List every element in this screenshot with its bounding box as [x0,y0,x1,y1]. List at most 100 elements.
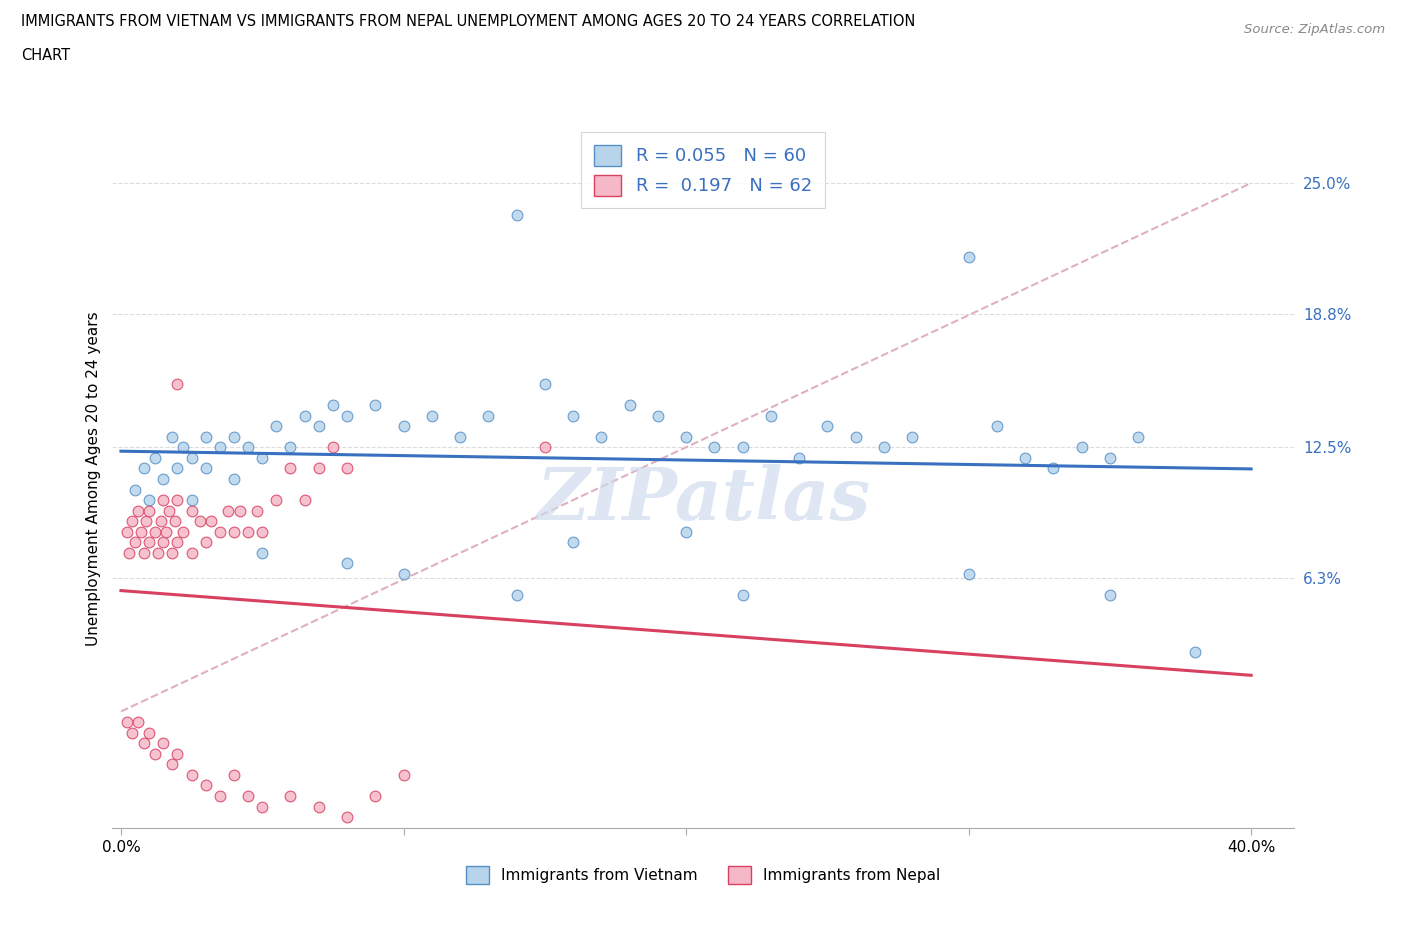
Point [957,249,980,264]
Point [172,525,194,539]
Point [815,418,838,433]
Point [115,525,138,539]
Text: CHART: CHART [21,48,70,63]
Point [252,799,274,814]
Point [222,767,245,782]
Point [703,440,725,455]
Point [149,513,172,528]
Point [121,513,143,528]
Point [392,566,415,581]
Point [166,377,188,392]
Point [155,525,177,539]
Point [132,546,155,561]
Point [121,725,143,740]
Point [152,472,174,486]
Point [143,525,166,539]
Point [180,767,202,782]
Point [236,525,259,539]
Point [180,493,202,508]
Point [759,408,782,423]
Point [477,408,499,423]
Point [266,493,288,508]
Point [188,513,211,528]
Point [873,440,896,455]
Point [336,461,359,476]
Point [180,546,202,561]
Point [157,503,180,518]
Point [1184,644,1206,659]
Point [280,440,302,455]
Point [138,535,160,550]
Point [675,430,697,445]
Point [647,408,669,423]
Text: Source: ZipAtlas.com: Source: ZipAtlas.com [1244,23,1385,36]
Point [124,535,146,550]
Point [322,440,344,455]
Point [236,789,259,804]
Point [160,757,183,772]
Point [245,503,267,518]
Point [392,418,415,433]
Point [143,746,166,761]
Point [160,430,183,445]
Point [194,535,217,550]
Point [364,397,387,412]
Point [619,397,641,412]
Point [138,725,160,740]
Point [294,493,316,508]
Point [166,535,188,550]
Point [163,513,186,528]
Point [364,789,387,804]
Point [845,430,868,445]
Point [266,418,288,433]
Point [787,450,810,465]
Point [194,430,217,445]
Point [217,503,239,518]
Point [322,397,344,412]
Point [143,450,166,465]
Point [222,472,245,486]
Point [132,736,155,751]
Point [901,430,924,445]
Y-axis label: Unemployment Among Ages 20 to 24 years: Unemployment Among Ages 20 to 24 years [86,312,101,646]
Point [138,493,160,508]
Point [505,588,527,603]
Point [1042,461,1064,476]
Point [1070,440,1092,455]
Point [1126,430,1149,445]
Point [505,207,527,222]
Point [152,535,174,550]
Legend: Immigrants from Vietnam, Immigrants from Nepal: Immigrants from Vietnam, Immigrants from… [460,860,946,890]
Point [172,440,194,455]
Point [420,408,443,423]
Point [208,525,231,539]
Point [152,493,174,508]
Point [138,503,160,518]
Point [152,736,174,751]
Point [228,503,250,518]
Point [200,513,222,528]
Point [252,450,274,465]
Point [533,377,555,392]
Point [1098,450,1121,465]
Point [208,789,231,804]
Point [336,810,359,825]
Point [280,461,302,476]
Point [1098,588,1121,603]
Point [166,746,188,761]
Point [194,778,217,793]
Point [236,440,259,455]
Point [392,767,415,782]
Point [533,440,555,455]
Point [449,430,471,445]
Point [562,535,585,550]
Point [166,493,188,508]
Point [160,546,183,561]
Point [336,556,359,571]
Point [591,430,613,445]
Point [124,482,146,497]
Point [1014,450,1036,465]
Point [280,789,302,804]
Point [222,525,245,539]
Point [146,546,169,561]
